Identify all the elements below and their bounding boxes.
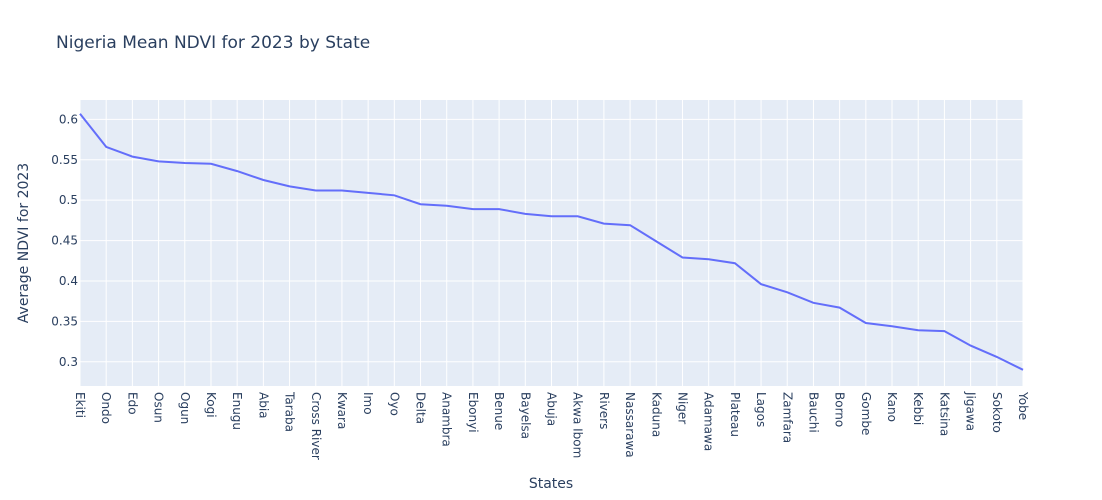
x-tick-label: Bauchi (806, 392, 820, 433)
x-axis-title: States (529, 476, 573, 492)
x-tick-label: Gombe (859, 392, 873, 435)
x-tick-label: Abia (256, 392, 270, 419)
series-line (79, 113, 1024, 371)
x-tick-label: Cross River (309, 392, 323, 460)
y-axis-title: Average NDVI for 2023 (16, 163, 32, 323)
y-tick-labels: 0.3 0.35 0.4 0.45 0.5 0.55 0.6 (51, 112, 78, 368)
x-tick-label: Taraba (283, 391, 297, 432)
x-tick-label: Kebbi (911, 392, 925, 425)
y-tick-label: 0.35 (51, 314, 78, 328)
x-tick-label: Ogun (178, 392, 192, 424)
x-tick-label: Lagos (754, 392, 768, 427)
x-tick-label: Akwa Ibom (571, 392, 585, 458)
x-tick-label: Sokoto (990, 392, 1004, 433)
y-tick-label: 0.6 (59, 112, 78, 126)
x-tick-label: Benue (492, 392, 506, 430)
x-tick-label: Osun (152, 392, 166, 423)
x-tick-label: Ebonyi (466, 392, 480, 433)
x-tick-label: Katsina (937, 392, 951, 436)
x-tick-label: Borno (833, 392, 847, 427)
y-tick-label: 0.5 (59, 193, 78, 207)
y-tick-label: 0.55 (51, 153, 78, 167)
x-tick-label: Kano (885, 392, 899, 422)
x-tick-label: Delta (414, 392, 428, 424)
x-tick-label: Oyo (387, 392, 401, 416)
chart-title: Nigeria Mean NDVI for 2023 by State (56, 33, 371, 53)
y-tick-label: 0.3 (59, 355, 78, 369)
x-tick-label: Kogi (204, 392, 218, 418)
x-tick-label: Abuja (545, 392, 559, 426)
x-gridlines (79, 100, 1024, 386)
x-tick-label: Ekiti (73, 392, 87, 418)
x-tick-label: Rivers (597, 392, 611, 429)
x-tick-label: Anambra (440, 392, 454, 447)
x-tick-label: Edo (125, 392, 139, 415)
x-tick-label: Yobe (1016, 391, 1030, 420)
x-tick-label: Zamfara (780, 392, 794, 443)
x-tick-label: Nassarawa (623, 392, 637, 458)
x-tick-label: Imo (361, 392, 375, 415)
x-tick-label: Plateau (728, 392, 742, 437)
x-tick-label: Jigawa (964, 391, 978, 431)
y-tick-label: 0.45 (51, 234, 78, 248)
x-tick-label: Niger (675, 392, 689, 424)
x-tick-label: Ondo (99, 392, 113, 424)
y-gridlines (80, 118, 1023, 363)
x-tick-labels: Ekiti Ondo Edo Osun Ogun Kogi Enugu Abia Taraba C… (73, 391, 1030, 460)
x-tick-label: Kwara (335, 392, 349, 429)
x-tick-label: Kaduna (649, 392, 663, 437)
x-tick-label: Bayelsa (518, 392, 532, 439)
x-tick-label: Enugu (230, 392, 244, 430)
y-tick-label: 0.4 (59, 274, 78, 288)
x-tick-label: Adamawa (702, 392, 716, 451)
